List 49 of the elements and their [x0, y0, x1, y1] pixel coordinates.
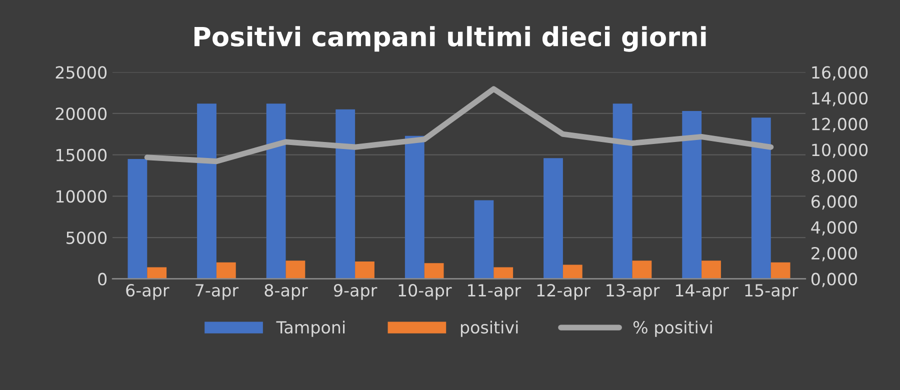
- x-tick-label: 11-apr: [468, 284, 522, 300]
- bar: [612, 104, 632, 279]
- bar: [216, 262, 236, 279]
- bar: [544, 158, 563, 279]
- y-tick-label: 25000: [56, 66, 107, 79]
- bar: [632, 260, 652, 279]
- y2-tick-label: 10,000: [812, 144, 868, 158]
- legend-label: % positivi: [633, 320, 712, 337]
- x-tick-label: 14-apr: [676, 284, 729, 300]
- bar: [147, 267, 167, 279]
- bar: [751, 118, 771, 279]
- x-tick-label: 7-apr: [196, 284, 239, 300]
- y-tick-label: 5000: [66, 231, 107, 244]
- x-tick-label: 9-apr: [334, 284, 378, 300]
- y2-tick-label: 2,000: [812, 246, 857, 262]
- bar: [286, 260, 306, 279]
- y-tick-label: 15000: [56, 148, 107, 162]
- x-tick-label: 6-apr: [126, 284, 170, 300]
- bar: [702, 260, 721, 279]
- bar: [682, 111, 702, 279]
- y2-tick-label: 4,000: [811, 221, 857, 236]
- bar: [336, 109, 356, 279]
- y2-tick-label: 12,000: [812, 118, 868, 132]
- y-tick-label: 0: [98, 272, 107, 286]
- legend-label: positivi: [460, 320, 518, 337]
- bar: [424, 263, 444, 279]
- bar: [197, 104, 216, 279]
- x-tick-label: 12-apr: [537, 284, 590, 300]
- x-tick-label: 8-apr: [264, 284, 308, 300]
- y-tick-label: 20000: [56, 107, 107, 120]
- bar: [770, 262, 790, 279]
- legend-label: Tamponi: [276, 320, 345, 337]
- bar: [266, 104, 286, 279]
- bar: [355, 261, 374, 279]
- x-tick-label: 13-apr: [606, 284, 660, 300]
- bar: [404, 136, 424, 279]
- x-tick-label: 15-apr: [745, 284, 798, 300]
- y2-tick-label: 0,000: [811, 272, 857, 288]
- y2-tick-label: 14,000: [812, 92, 868, 106]
- bar: [128, 158, 148, 279]
- bar: [474, 200, 494, 279]
- bar: [494, 267, 514, 279]
- y-tick-label: 10000: [56, 190, 107, 203]
- y2-tick-label: 16,000: [812, 66, 868, 80]
- y2-tick-label: 8,000: [811, 169, 857, 184]
- bar: [562, 264, 582, 279]
- y2-tick-label: 6,000: [812, 195, 857, 210]
- chart-title: Positivi campani ultimi dieci giorni: [194, 26, 706, 52]
- x-tick-label: 10-apr: [398, 284, 452, 300]
